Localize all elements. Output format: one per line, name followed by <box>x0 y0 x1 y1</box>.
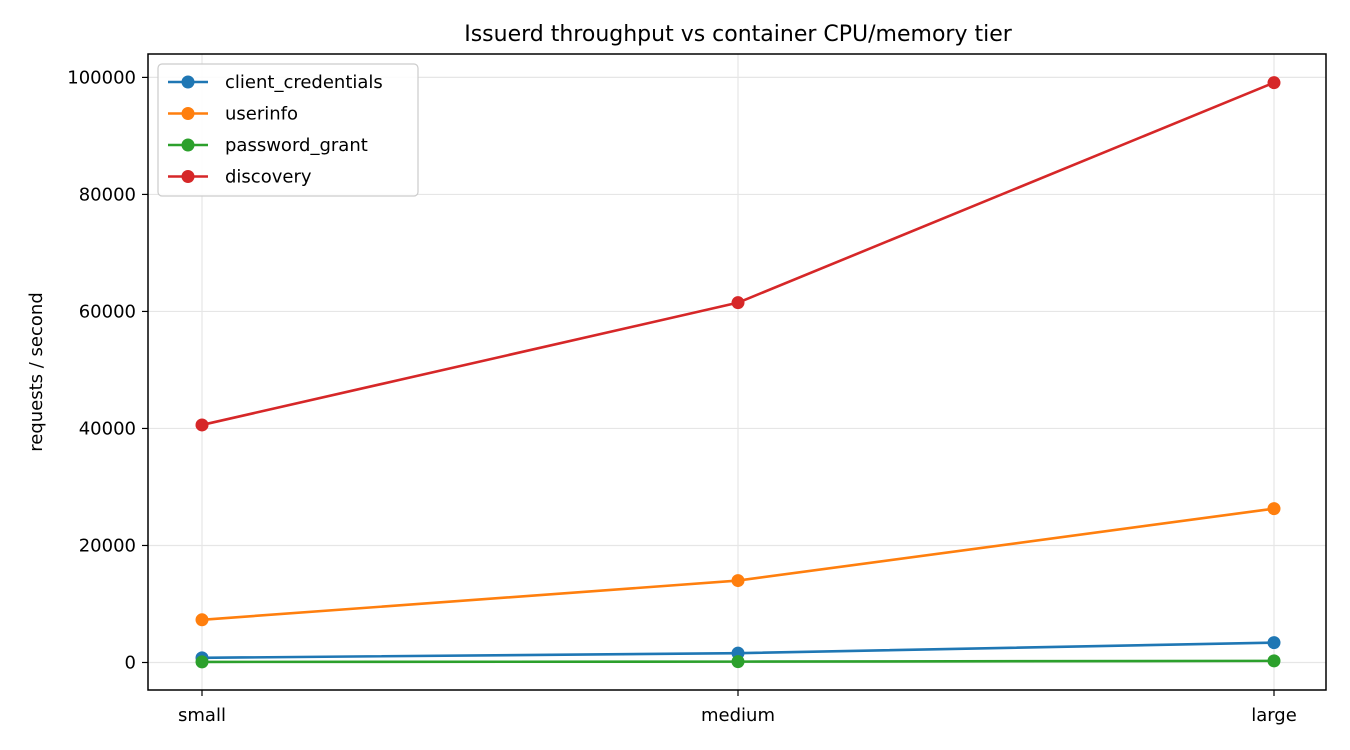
x-tick-label: small <box>178 705 226 726</box>
data-point-client_credentials <box>1267 636 1281 650</box>
x-axis: small medium large <box>178 690 1297 726</box>
x-tick-label: medium <box>701 705 775 726</box>
data-point-discovery <box>731 296 745 310</box>
data-point-discovery <box>195 418 209 432</box>
y-tick-label: 0 <box>125 653 136 674</box>
y-tick-label: 20000 <box>79 535 136 556</box>
data-point-userinfo <box>195 613 209 627</box>
legend-swatch-marker <box>181 107 195 120</box>
data-point-password_grant <box>1267 654 1281 668</box>
y-tick-label: 60000 <box>79 301 136 322</box>
plot-frame <box>147 53 1327 691</box>
legend-swatch-marker <box>181 170 195 183</box>
series-layer <box>195 76 1281 669</box>
y-tick-label: 40000 <box>79 418 136 439</box>
y-axis-label: requests / second <box>26 292 47 452</box>
legend-label: password_grant <box>225 135 368 156</box>
legend-box <box>157 63 419 197</box>
legend: client_credentials userinfo password_grant… <box>157 63 419 197</box>
legend-swatch-marker <box>181 138 195 152</box>
data-point-discovery <box>1267 76 1281 90</box>
y-tick-label: 100000 <box>67 67 136 88</box>
y-tick-label: 80000 <box>79 184 136 205</box>
data-point-password_grant <box>731 655 745 669</box>
data-point-userinfo <box>1267 502 1281 516</box>
data-point-userinfo <box>731 574 745 588</box>
chart-title: Issuerd throughput vs container CPU/memo… <box>464 22 1013 47</box>
data-point-password_grant <box>195 655 209 669</box>
legend-label: discovery <box>225 167 312 188</box>
x-tick-label: large <box>1251 705 1297 726</box>
legend-label: userinfo <box>225 104 298 125</box>
legend-swatch-marker <box>181 75 195 89</box>
y-axis: 0 20000 40000 60000 80000 100000 <box>67 67 148 674</box>
legend-label: client_credentials <box>225 72 383 93</box>
